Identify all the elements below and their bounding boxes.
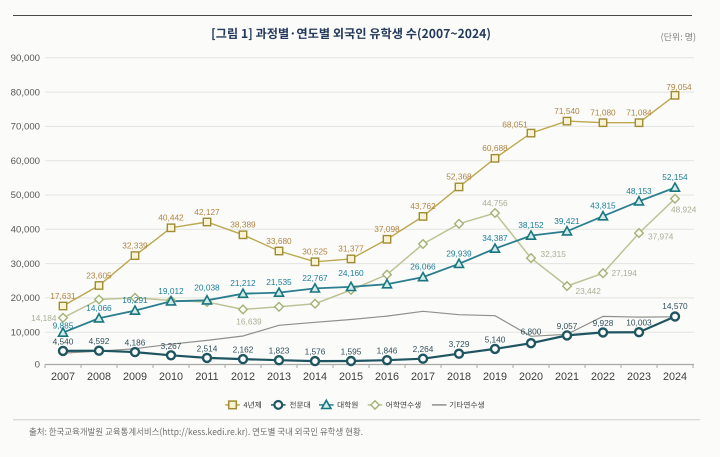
svg-text:2009: 2009 — [123, 371, 147, 383]
svg-text:4,540: 4,540 — [53, 336, 74, 346]
svg-text:79,054: 79,054 — [666, 82, 692, 92]
svg-text:30,525: 30,525 — [302, 247, 328, 257]
svg-text:14,066: 14,066 — [86, 303, 112, 313]
svg-text:27,194: 27,194 — [612, 268, 638, 278]
svg-text:68,051: 68,051 — [502, 120, 528, 130]
svg-text:32,315: 32,315 — [541, 249, 567, 259]
svg-text:2017: 2017 — [411, 371, 435, 383]
svg-text:2018: 2018 — [447, 371, 471, 383]
svg-text:30,000: 30,000 — [11, 259, 40, 270]
svg-text:2016: 2016 — [375, 371, 399, 383]
svg-text:38,389: 38,389 — [230, 220, 256, 230]
svg-text:4,592: 4,592 — [89, 336, 110, 346]
svg-text:9,885: 9,885 — [53, 321, 74, 331]
svg-text:37,974: 37,974 — [648, 232, 674, 242]
svg-text:2,514: 2,514 — [197, 343, 218, 353]
svg-text:40,442: 40,442 — [158, 213, 184, 223]
svg-text:2008: 2008 — [87, 371, 111, 383]
svg-text:43,815: 43,815 — [590, 201, 616, 211]
svg-text:2024: 2024 — [663, 371, 687, 383]
svg-text:2019: 2019 — [483, 371, 507, 383]
svg-text:2014: 2014 — [303, 371, 327, 383]
svg-text:2023: 2023 — [627, 371, 651, 383]
svg-text:2013: 2013 — [267, 371, 291, 383]
svg-text:2007: 2007 — [51, 371, 75, 383]
svg-text:20,038: 20,038 — [194, 282, 220, 292]
svg-text:3,729: 3,729 — [449, 339, 470, 349]
svg-text:16,291: 16,291 — [122, 295, 148, 305]
svg-text:14,570: 14,570 — [662, 301, 688, 311]
svg-text:2010: 2010 — [159, 371, 183, 383]
svg-text:23,442: 23,442 — [576, 286, 602, 296]
svg-text:1,823: 1,823 — [269, 346, 290, 356]
svg-text:14,184: 14,184 — [31, 313, 57, 323]
svg-text:71,540: 71,540 — [554, 106, 580, 116]
svg-text:52,154: 52,154 — [662, 172, 688, 182]
svg-text:32,339: 32,339 — [122, 240, 148, 250]
svg-text:2,264: 2,264 — [413, 344, 434, 354]
svg-text:3,267: 3,267 — [161, 341, 182, 351]
svg-text:29,939: 29,939 — [446, 248, 472, 258]
svg-text:80,000: 80,000 — [11, 87, 40, 98]
svg-text:34,387: 34,387 — [482, 233, 508, 243]
svg-text:60,688: 60,688 — [482, 143, 508, 153]
svg-text:2022: 2022 — [591, 371, 615, 383]
svg-text:71,080: 71,080 — [590, 108, 616, 118]
svg-text:1,846: 1,846 — [377, 346, 398, 356]
svg-text:26,066: 26,066 — [410, 262, 436, 272]
svg-text:24,160: 24,160 — [338, 268, 364, 278]
svg-text:31,377: 31,377 — [338, 244, 364, 254]
svg-text:9,057: 9,057 — [557, 321, 578, 331]
svg-text:43,762: 43,762 — [410, 201, 436, 211]
svg-text:20,000: 20,000 — [11, 293, 40, 304]
svg-text:23,605: 23,605 — [86, 270, 112, 280]
svg-text:10,000: 10,000 — [11, 327, 40, 338]
svg-text:2011: 2011 — [195, 371, 218, 383]
svg-text:2,162: 2,162 — [233, 345, 254, 355]
svg-text:6,800: 6,800 — [521, 327, 542, 337]
svg-text:1,576: 1,576 — [305, 347, 326, 357]
svg-text:90,000: 90,000 — [11, 53, 40, 64]
svg-text:22,767: 22,767 — [302, 273, 328, 283]
svg-text:40,000: 40,000 — [11, 225, 40, 236]
svg-text:44,756: 44,756 — [482, 198, 508, 208]
svg-text:39,421: 39,421 — [554, 216, 580, 226]
svg-text:1,595: 1,595 — [341, 347, 362, 357]
svg-text:2012: 2012 — [231, 371, 255, 383]
svg-text:52,368: 52,368 — [446, 172, 472, 182]
svg-text:48,924: 48,924 — [671, 205, 697, 215]
svg-text:2020: 2020 — [519, 371, 543, 383]
svg-text:38,152: 38,152 — [518, 220, 544, 230]
svg-text:60,000: 60,000 — [11, 156, 40, 167]
svg-text:0: 0 — [35, 360, 40, 371]
svg-text:48,153: 48,153 — [626, 186, 652, 196]
svg-text:37,098: 37,098 — [374, 224, 400, 234]
svg-text:42,127: 42,127 — [194, 207, 220, 217]
svg-text:4,186: 4,186 — [125, 338, 146, 348]
svg-text:17,631: 17,631 — [50, 291, 76, 301]
svg-text:70,000: 70,000 — [11, 122, 40, 133]
svg-text:9,928: 9,928 — [593, 318, 614, 328]
svg-text:5,140: 5,140 — [485, 334, 506, 344]
svg-text:50,000: 50,000 — [11, 190, 40, 201]
svg-text:71,084: 71,084 — [626, 108, 652, 118]
svg-text:2021: 2021 — [555, 371, 579, 383]
svg-text:16,639: 16,639 — [236, 316, 262, 326]
svg-text:21,535: 21,535 — [266, 277, 292, 287]
svg-text:10,003: 10,003 — [626, 318, 652, 328]
svg-text:19,012: 19,012 — [158, 286, 184, 296]
svg-text:33,680: 33,680 — [266, 236, 292, 246]
svg-text:21,212: 21,212 — [230, 278, 256, 288]
svg-text:2015: 2015 — [339, 371, 363, 383]
